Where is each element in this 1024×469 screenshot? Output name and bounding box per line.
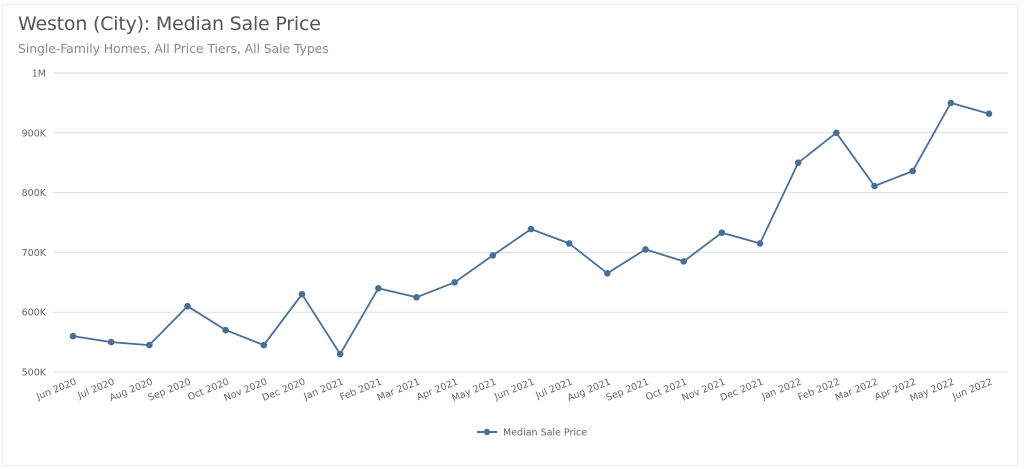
data-point[interactable] xyxy=(489,252,497,259)
y-axis-labels: 500K 600K 700K 800K 900K 1M xyxy=(22,69,47,379)
x-tick-label: Aug 2021 xyxy=(566,377,613,404)
y-gridlines xyxy=(53,72,1008,373)
x-tick-label: Mar 2021 xyxy=(376,377,422,404)
x-tick-label: Jan 2021 xyxy=(301,377,345,403)
x-tick-label: Jun 2021 xyxy=(492,377,536,403)
data-point[interactable] xyxy=(794,159,802,166)
data-point[interactable] xyxy=(69,332,77,340)
data-point[interactable] xyxy=(336,350,344,358)
data-point[interactable] xyxy=(947,99,955,107)
data-point[interactable] xyxy=(107,338,115,346)
data-point[interactable] xyxy=(527,225,535,233)
data-point[interactable] xyxy=(565,240,573,247)
y-tick-label: 800K xyxy=(22,188,47,199)
data-point[interactable] xyxy=(222,326,229,334)
x-tick-label: Nov 2021 xyxy=(680,377,727,404)
y-tick-label: 500K xyxy=(22,368,47,379)
data-point[interactable] xyxy=(756,240,764,247)
data-point[interactable] xyxy=(146,341,153,349)
y-tick-label: 700K xyxy=(22,248,47,259)
data-point[interactable] xyxy=(451,279,458,286)
data-point[interactable] xyxy=(413,293,420,301)
y-tick-label: 600K xyxy=(22,308,47,319)
x-tick-label: Dec 2020 xyxy=(261,377,307,404)
data-point[interactable] xyxy=(604,270,611,277)
x-tick-label: Nov 2020 xyxy=(222,377,269,404)
series-median-sale-price[interactable] xyxy=(69,99,993,358)
y-tick-label: 1M xyxy=(32,69,46,80)
x-tick-label: Feb 2022 xyxy=(797,377,842,404)
x-tick-label: Jan 2022 xyxy=(759,377,803,403)
x-tick-label: Sep 2021 xyxy=(605,377,651,404)
y-tick-label: 900K xyxy=(22,128,47,139)
data-point[interactable] xyxy=(642,246,649,253)
legend[interactable]: Median Sale Price xyxy=(477,428,587,439)
data-point[interactable] xyxy=(375,284,382,292)
x-tick-label: Dec 2021 xyxy=(719,377,765,404)
chart-title: Weston (City): Median Sale Price xyxy=(18,13,321,35)
x-tick-label: Aug 2020 xyxy=(108,377,155,404)
x-tick-label: Mar 2022 xyxy=(834,377,880,404)
chart-subtitle: Single-Family Homes, All Price Tiers, Al… xyxy=(18,41,329,56)
data-point[interactable] xyxy=(985,110,993,117)
legend-marker-icon xyxy=(483,428,491,436)
x-tick-label: Jun 2022 xyxy=(950,377,994,403)
data-point[interactable] xyxy=(871,182,878,190)
x-tick-label: May 2022 xyxy=(908,377,956,405)
x-tick-label: Feb 2021 xyxy=(339,377,384,404)
data-point[interactable] xyxy=(718,229,726,236)
chart-card: Weston (City): Median Sale Price Single-… xyxy=(2,4,1018,466)
data-point[interactable] xyxy=(680,258,687,265)
data-point[interactable] xyxy=(184,302,191,310)
x-tick-label: May 2021 xyxy=(450,377,498,405)
x-tick-label: Sep 2020 xyxy=(147,377,193,404)
x-tick-label: Jun 2020 xyxy=(34,377,78,403)
data-point[interactable] xyxy=(260,341,268,349)
data-point[interactable] xyxy=(833,129,840,137)
data-point[interactable] xyxy=(909,167,916,175)
legend-label: Median Sale Price xyxy=(503,428,587,439)
data-point[interactable] xyxy=(298,290,306,298)
